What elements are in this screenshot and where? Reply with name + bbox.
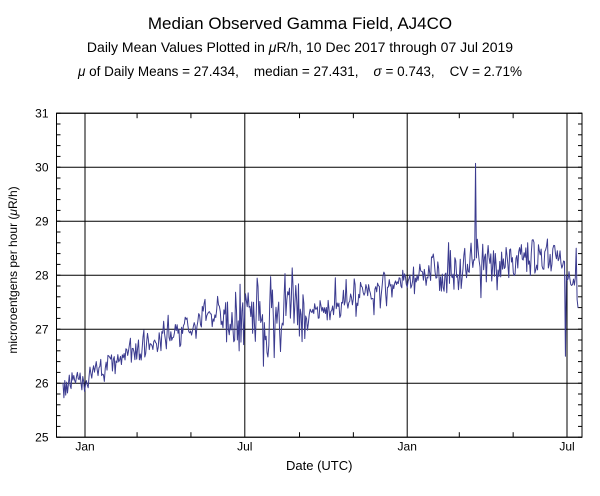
- svg-text:26: 26: [35, 377, 49, 391]
- svg-text:Jul: Jul: [559, 440, 574, 454]
- svg-text:27: 27: [35, 323, 49, 337]
- svg-text:28: 28: [35, 269, 49, 283]
- svg-text:29: 29: [35, 215, 49, 229]
- svg-text:Jan: Jan: [75, 440, 94, 454]
- svg-text:Jul: Jul: [237, 440, 252, 454]
- svg-text:Jan: Jan: [398, 440, 417, 454]
- svg-text:25: 25: [35, 431, 49, 445]
- svg-text:30: 30: [35, 161, 49, 175]
- svg-text:31: 31: [35, 107, 49, 121]
